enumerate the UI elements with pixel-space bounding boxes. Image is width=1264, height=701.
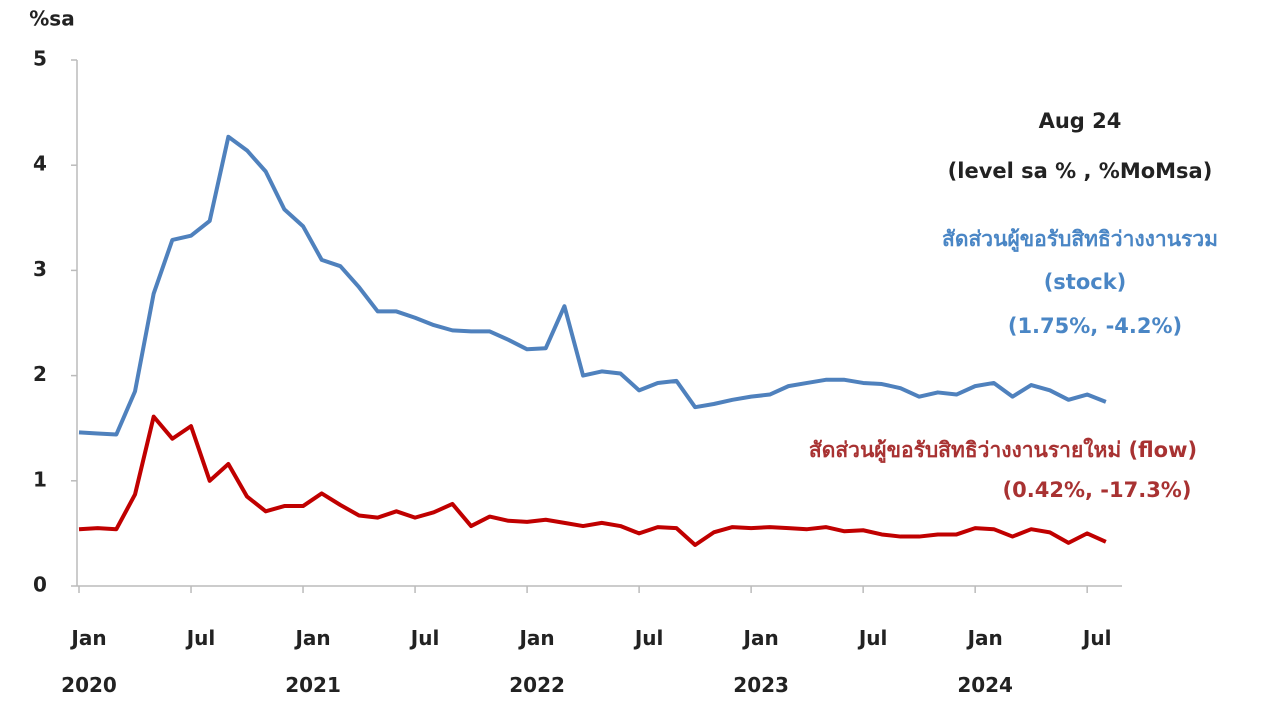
x-tick-label-line: Jul bbox=[409, 626, 440, 650]
y-tick-label: 2 bbox=[33, 362, 47, 386]
annotation: สัดส่วนผู้ขอรับสิทธิว่างงานรวม bbox=[942, 227, 1218, 253]
x-tick-label: Jan 2024 bbox=[957, 626, 1013, 697]
x-tick-label-line: 2022 bbox=[509, 673, 565, 697]
x-tick-label: Jul bbox=[633, 626, 664, 650]
y-tick-label: 0 bbox=[33, 573, 47, 597]
x-tick-label: Jan 2022 bbox=[509, 626, 565, 697]
x-tick-label: Jul bbox=[857, 626, 888, 650]
x-tick-label: Jan 2021 bbox=[285, 626, 341, 697]
annotation: (0.42%, -17.3%) bbox=[1003, 478, 1192, 502]
x-tick-label: Jan 2023 bbox=[733, 626, 789, 697]
x-tick-label-line: 2020 bbox=[61, 673, 117, 697]
x-tick-label: Jul bbox=[409, 626, 440, 650]
y-axis-label: %sa bbox=[29, 7, 74, 31]
x-tick-label-line: Jan bbox=[966, 626, 1003, 650]
annotation: (1.75%, -4.2%) bbox=[1008, 314, 1182, 338]
y-tick-label: 4 bbox=[33, 152, 47, 176]
y-tick-label: 1 bbox=[33, 467, 47, 491]
x-tick-label: Jul bbox=[185, 626, 216, 650]
annotation: Aug 24 bbox=[1039, 109, 1122, 133]
x-tick-label-line: Jul bbox=[185, 626, 216, 650]
x-tick-label-line: Jan bbox=[742, 626, 779, 650]
y-tick-label: 5 bbox=[33, 47, 47, 71]
x-tick-label-line: Jul bbox=[857, 626, 888, 650]
x-tick-label-line: 2023 bbox=[733, 673, 789, 697]
x-tick-label-line: Jan bbox=[517, 626, 554, 650]
annotation: สัดส่วนผู้ขอรับสิทธิว่างงานรายใหม่ (flow… bbox=[809, 437, 1197, 464]
annotation: (level sa % , %MoMsa) bbox=[948, 159, 1213, 183]
x-tick-label-line: Jul bbox=[1081, 626, 1112, 650]
annotation: (stock) bbox=[1044, 270, 1127, 294]
x-tick-label-line: Jul bbox=[633, 626, 664, 650]
x-tick-label: Jul bbox=[1081, 626, 1112, 650]
line-series bbox=[78, 134, 1107, 437]
x-tick-label-line: 2021 bbox=[285, 673, 341, 697]
x-tick-label: Jan 2020 bbox=[61, 626, 117, 697]
line-series bbox=[78, 414, 1107, 547]
x-tick-label-line: 2024 bbox=[957, 673, 1013, 697]
y-tick-label: 3 bbox=[33, 257, 47, 281]
x-tick-label-line: Jan bbox=[69, 626, 106, 650]
x-tick-label-line: Jan bbox=[293, 626, 330, 650]
